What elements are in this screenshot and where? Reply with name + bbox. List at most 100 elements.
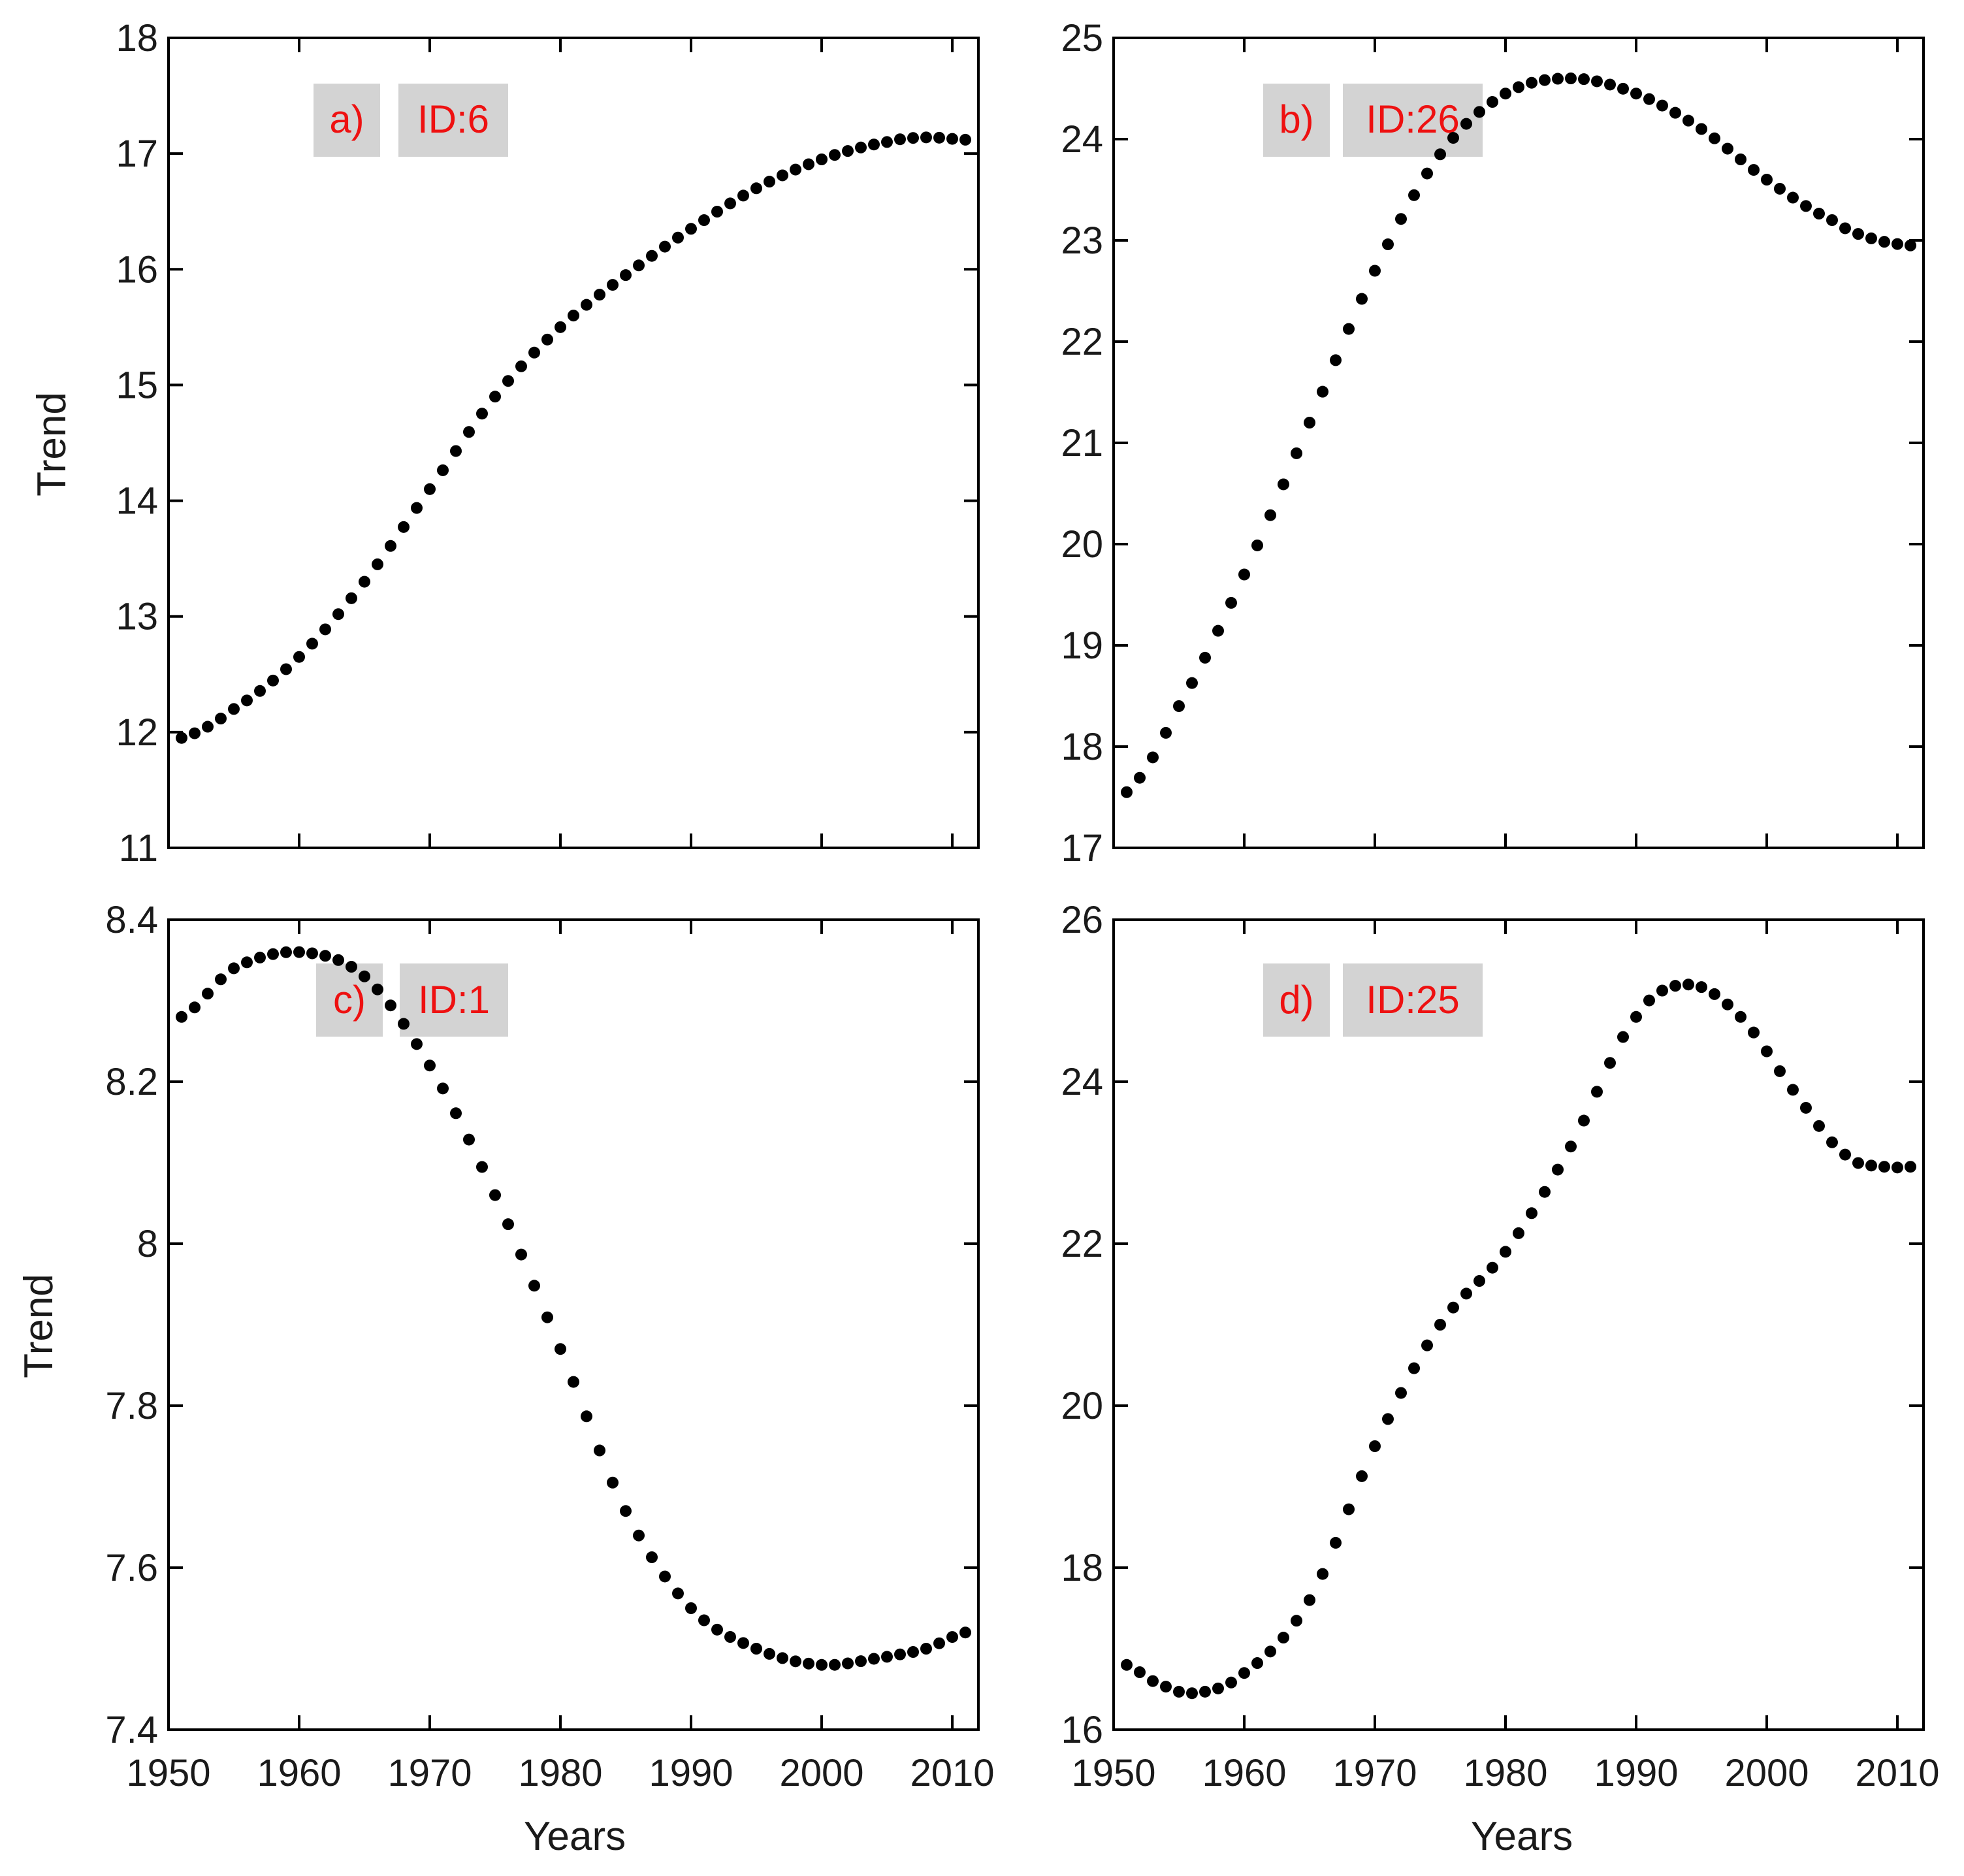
data-point <box>1291 447 1302 459</box>
data-point <box>1813 1120 1825 1132</box>
data-point <box>633 1529 645 1542</box>
data-point <box>698 214 710 227</box>
data-point <box>816 1658 828 1671</box>
data-point <box>1669 106 1681 119</box>
y-tick-label: 8.2 <box>105 1061 158 1103</box>
data-point <box>607 279 619 291</box>
data-point <box>1813 208 1825 220</box>
data-point <box>620 1505 632 1517</box>
data-point <box>1447 1301 1459 1314</box>
data-point <box>1748 1026 1760 1039</box>
data-point <box>1421 1339 1433 1351</box>
data-point <box>1591 1086 1603 1098</box>
data-point <box>607 1476 619 1489</box>
data-point <box>189 1001 201 1014</box>
data-point <box>659 240 671 253</box>
data-point <box>594 289 605 301</box>
data-point <box>894 1648 906 1660</box>
data-point <box>1212 624 1224 637</box>
panel-letter-box <box>1263 963 1330 1037</box>
data-point <box>1630 1011 1642 1023</box>
data-point <box>855 141 867 154</box>
data-point <box>764 176 775 188</box>
y-tick-label: 20 <box>1061 1385 1103 1427</box>
data-point <box>1173 700 1185 712</box>
data-point <box>1839 222 1851 234</box>
data-point <box>437 1082 449 1095</box>
panel-letter: d) <box>1279 978 1313 1022</box>
y-tick-label: 19 <box>1061 624 1103 667</box>
data-point <box>842 145 854 157</box>
x-tick-label: 2010 <box>910 1752 994 1794</box>
y-tick-label: 11 <box>119 827 158 869</box>
data-point <box>1709 988 1720 1000</box>
data-point <box>1565 1140 1577 1153</box>
data-point <box>1892 1161 1903 1174</box>
data-point <box>202 988 214 1000</box>
data-point <box>764 1647 775 1660</box>
data-point <box>332 608 344 621</box>
y-tick-label: 22 <box>1061 1223 1103 1265</box>
data-point <box>372 558 383 570</box>
data-point <box>515 360 527 372</box>
panel-a: a) ID:6 Trend 11 12 13 14 15 16 17 18 <box>29 17 980 869</box>
data-point <box>1199 651 1211 664</box>
panel-letter-box <box>316 963 383 1037</box>
data-point <box>398 521 410 533</box>
data-point <box>868 138 880 151</box>
data-point <box>724 1631 736 1643</box>
data-point <box>1617 1031 1629 1043</box>
data-point <box>737 189 749 202</box>
data-point <box>1761 174 1773 186</box>
data-point <box>1656 99 1668 112</box>
data-point <box>489 1189 501 1201</box>
data-point <box>1826 1136 1838 1148</box>
panel-letter-box <box>1263 84 1330 157</box>
data-point <box>581 1410 592 1423</box>
data-point <box>933 131 945 144</box>
data-point <box>1669 980 1681 992</box>
data-point <box>1356 293 1368 305</box>
data-point <box>489 391 501 403</box>
data-point <box>920 1643 932 1655</box>
data-point <box>568 310 579 322</box>
y-tick-label: 14 <box>116 480 158 523</box>
plot-frame <box>167 37 980 849</box>
data-point <box>267 674 279 687</box>
data-point <box>1317 1568 1328 1580</box>
data-point <box>1291 1615 1302 1627</box>
data-point <box>541 1311 553 1323</box>
y-axis-title: Trend <box>29 392 74 496</box>
data-point <box>1473 106 1485 118</box>
data-point <box>293 651 305 663</box>
data-point <box>176 732 187 744</box>
panel-letter: b) <box>1279 97 1313 141</box>
data-point <box>1212 1682 1224 1694</box>
panel-id-label: ID:26 <box>1366 97 1459 141</box>
data-point <box>228 703 240 715</box>
y-tick-label: 7.8 <box>105 1385 158 1427</box>
data-point <box>1656 984 1668 997</box>
data-point <box>359 575 370 588</box>
x-tick-label: 1970 <box>1332 1752 1417 1794</box>
data-point <box>241 694 253 707</box>
x-axis-title: Years <box>1471 1814 1573 1859</box>
data-point <box>750 1643 762 1655</box>
data-point <box>620 269 632 282</box>
data-point <box>1487 96 1498 108</box>
panel-id-label: ID:25 <box>1366 978 1459 1022</box>
data-point <box>1343 323 1355 335</box>
data-point <box>1761 1045 1773 1058</box>
data-point <box>777 1652 788 1664</box>
data-point <box>476 1161 488 1173</box>
data-point <box>1395 213 1407 225</box>
data-point <box>946 1631 958 1643</box>
data-point <box>1578 73 1590 86</box>
data-point <box>1186 677 1198 689</box>
y-tick-label: 17 <box>1061 827 1103 869</box>
data-point <box>1199 1685 1211 1698</box>
data-point <box>698 1614 710 1626</box>
data-point <box>1330 354 1342 366</box>
data-point <box>790 163 801 176</box>
data-point <box>215 973 227 986</box>
